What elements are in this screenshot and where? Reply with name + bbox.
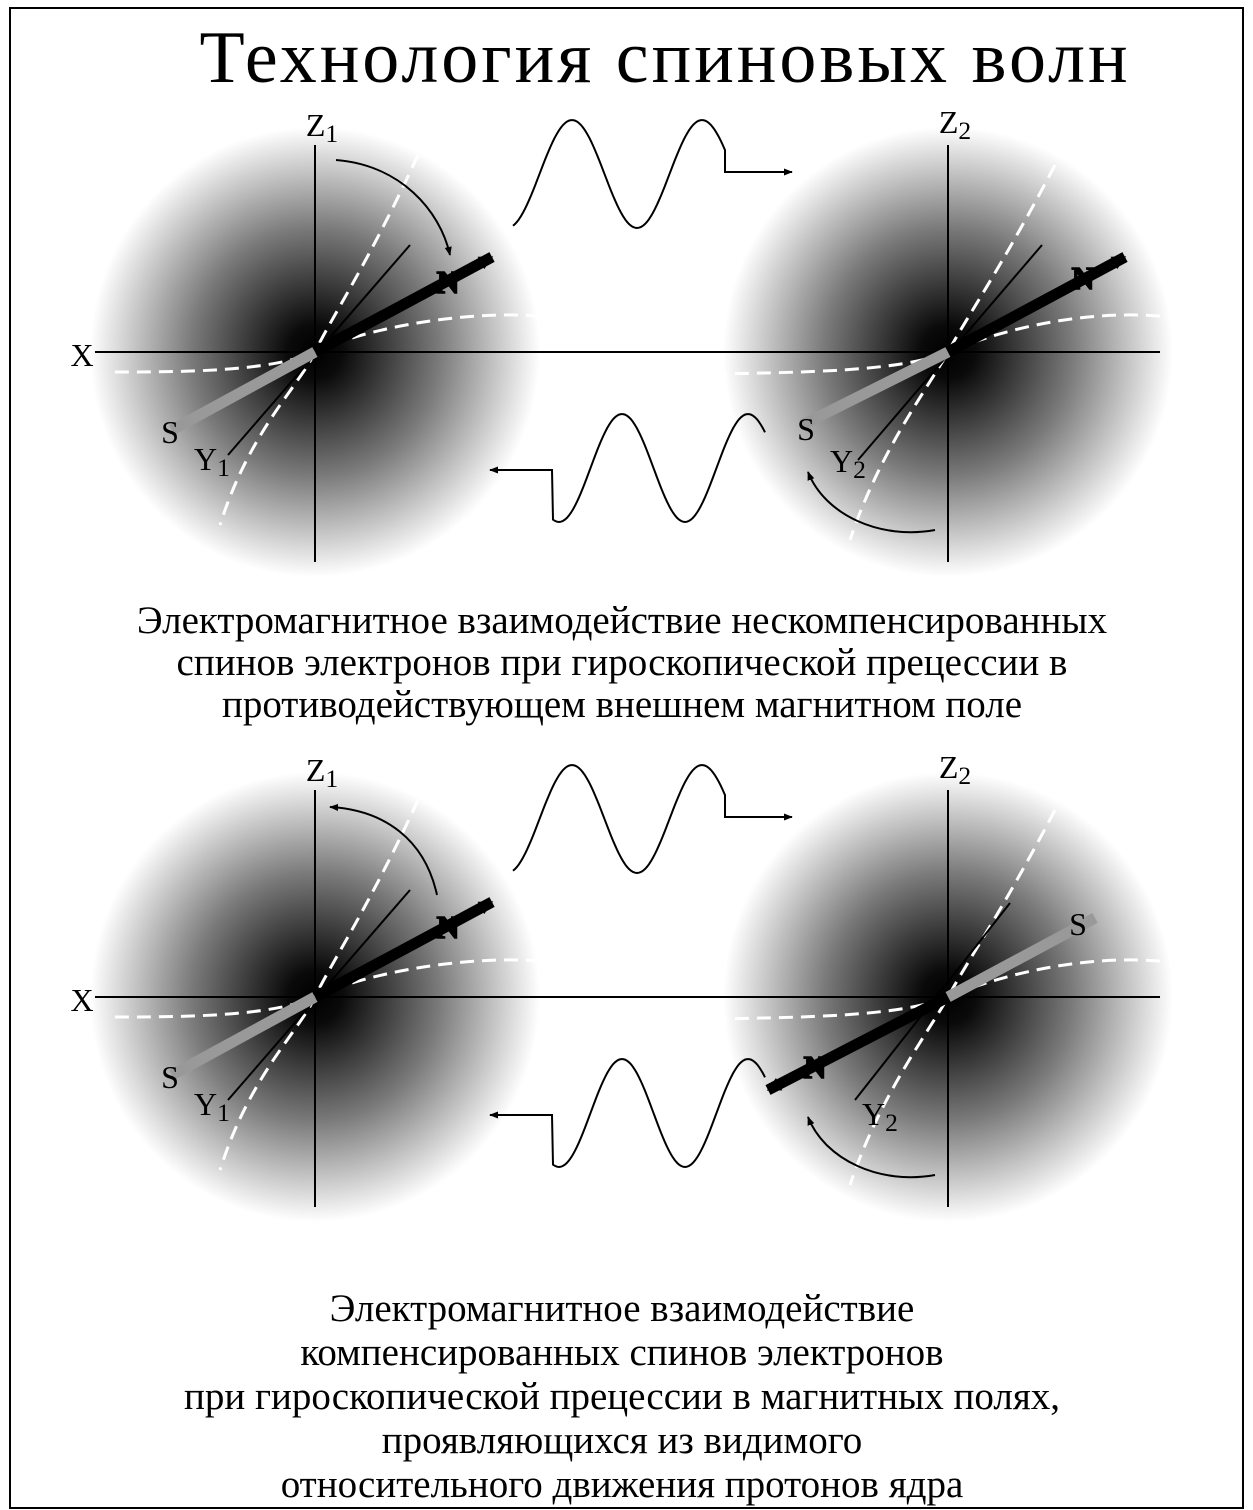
rotation-arrow — [335, 159, 452, 256]
z1-label: Z1 — [306, 107, 338, 148]
caption-line: при гироскопической прецессии в магнитны… — [184, 1375, 1060, 1418]
z2-label: Z2 — [939, 749, 971, 790]
y1-label-letter: Y — [194, 441, 217, 477]
spin-n — [945, 252, 1128, 357]
x-label: X — [70, 337, 93, 373]
spin-s — [169, 347, 318, 435]
spin-s — [799, 347, 951, 430]
z1-label: Z1 — [306, 752, 338, 793]
z2-label-letter: Z — [939, 104, 959, 140]
caption-line: противодействующем внешнем магнитном пол… — [222, 683, 1022, 726]
s-left-label: S — [161, 414, 179, 450]
y1-label-letter: Y — [194, 1086, 217, 1122]
x-label: X — [70, 982, 93, 1018]
wave — [512, 764, 793, 875]
y1-label-index: 1 — [217, 1098, 230, 1127]
spin-n — [765, 992, 951, 1095]
y2-label: Y2 — [862, 1096, 898, 1137]
rotation-arrow — [807, 471, 936, 534]
caption-line: Электромагнитное взаимодействие — [330, 1287, 915, 1330]
field-line — [848, 809, 1057, 1186]
z1-label-letter: Z — [306, 107, 326, 143]
spin-n — [312, 252, 495, 357]
wave — [512, 119, 793, 230]
field-line — [719, 958, 1161, 1021]
z1-label-index: 1 — [325, 119, 338, 148]
caption-line: компенсированных спинов электронов — [300, 1331, 943, 1374]
y2-label: Y2 — [830, 443, 866, 484]
z1-label-letter: Z — [306, 752, 326, 788]
z2-label: Z2 — [939, 104, 971, 145]
spin-s — [945, 913, 1098, 1002]
y2-label-index: 2 — [885, 1108, 898, 1137]
z2-label-index: 2 — [958, 761, 971, 790]
z2-label-letter: Z — [939, 749, 959, 785]
wave — [489, 1058, 766, 1169]
y1-label: Y1 — [194, 1086, 230, 1127]
n-left-label: N — [436, 264, 459, 300]
y2-label-letter: Y — [862, 1096, 885, 1132]
caption-line: Электромагнитное взаимодействие нескомпе… — [137, 599, 1108, 642]
n-right-label: N — [803, 1049, 826, 1085]
n-right-label: N — [1071, 260, 1094, 296]
caption-line: спинов электронов при гироскопической пр… — [177, 641, 1068, 684]
field-line — [719, 313, 1161, 376]
s-right-label: S — [1069, 906, 1087, 942]
caption-line: относительного движения протонов ядра — [281, 1463, 964, 1506]
rotation-arrow — [807, 1116, 936, 1179]
title: Технология спиновых волн — [199, 17, 1130, 99]
y2-label-index: 2 — [853, 455, 866, 484]
frame — [9, 7, 1244, 1509]
s-right-label: S — [797, 411, 815, 447]
field-line — [848, 164, 1057, 541]
z2-label-index: 2 — [958, 116, 971, 145]
spin-n — [312, 897, 495, 1002]
s-left-label: S — [161, 1059, 179, 1095]
z1-label-index: 1 — [325, 764, 338, 793]
rotation-arrow — [329, 803, 438, 896]
spin-s — [169, 992, 318, 1080]
n-left-label: N — [436, 909, 459, 945]
y1-label: Y1 — [194, 441, 230, 482]
y2-label-letter: Y — [830, 443, 853, 479]
wave — [489, 413, 766, 524]
caption-line: проявляющихся из видимого — [382, 1419, 863, 1462]
y1-label-index: 1 — [217, 453, 230, 482]
